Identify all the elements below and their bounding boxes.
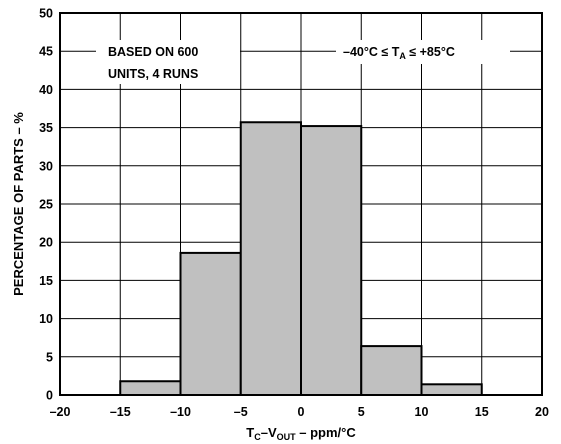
annotation-right-main: –40°C ≤ T [343, 45, 400, 59]
histogram-bar [300, 125, 363, 397]
bars [119, 121, 483, 397]
x-tick-label: 15 [475, 405, 489, 419]
y-tick-label: 10 [39, 312, 53, 326]
histogram-bar [360, 345, 423, 397]
annotation-right-rest: ≤ +85°C [406, 45, 455, 59]
y-axis-label: PERCENTAGE OF PARTS – % [11, 112, 26, 296]
x-axis-label-main: T [246, 425, 254, 440]
histogram-bar [239, 121, 302, 396]
annotation-right-bg [336, 40, 510, 64]
y-tick-label: 50 [39, 7, 53, 21]
y-tick-label: 30 [39, 159, 53, 173]
x-axis-label-rest: – ppm/°C [296, 425, 357, 440]
plot-border [59, 12, 543, 396]
x-tick-label: 0 [298, 405, 305, 419]
x-tick-label: –10 [170, 405, 191, 419]
y-tick-label: 25 [39, 198, 53, 212]
annotation-left-line2: UNITS, 4 RUNS [108, 67, 198, 81]
tick-labels: –20 –15 –10 –5 0 5 10 15 20 0 5 10 15 20 25 30 35 40 45 50 [39, 7, 549, 420]
y-tick-label: 15 [39, 274, 53, 288]
x-axis-label-sub1: C [254, 432, 261, 442]
x-axis-label-mid: –V [261, 425, 277, 440]
annotation-right: –40°C ≤ TA ≤ +85°C [336, 40, 510, 64]
x-tick-label: 10 [415, 405, 429, 419]
histogram-bar [420, 383, 483, 396]
x-tick-label: 5 [358, 405, 365, 419]
annotation-right-text: –40°C ≤ TA ≤ +85°C [343, 45, 455, 61]
annotation-left-line1: BASED ON 600 [108, 45, 198, 59]
y-tick-label: 0 [46, 389, 53, 403]
annotation-left: BASED ON 600 UNITS, 4 RUNS [96, 40, 240, 84]
histogram-bar [119, 380, 182, 396]
x-axis-label: TC–VOUT – ppm/°C [246, 425, 356, 442]
y-tick-label: 35 [39, 121, 53, 135]
y-tick-label: 45 [39, 45, 53, 59]
y-tick-label: 5 [46, 350, 53, 364]
y-tick-label: 20 [39, 236, 53, 250]
histogram-bar [179, 251, 242, 396]
x-tick-label: –5 [234, 405, 248, 419]
x-tick-label: –20 [50, 405, 71, 419]
annotation-left-bg [96, 40, 240, 84]
x-tick-label: 20 [535, 405, 549, 419]
y-tick-label: 40 [39, 83, 53, 97]
plot-frame [59, 12, 543, 396]
annotation-right-sub: A [399, 51, 406, 61]
x-axis-label-sub2: OUT [277, 432, 297, 442]
x-tick-label: –15 [110, 405, 131, 419]
